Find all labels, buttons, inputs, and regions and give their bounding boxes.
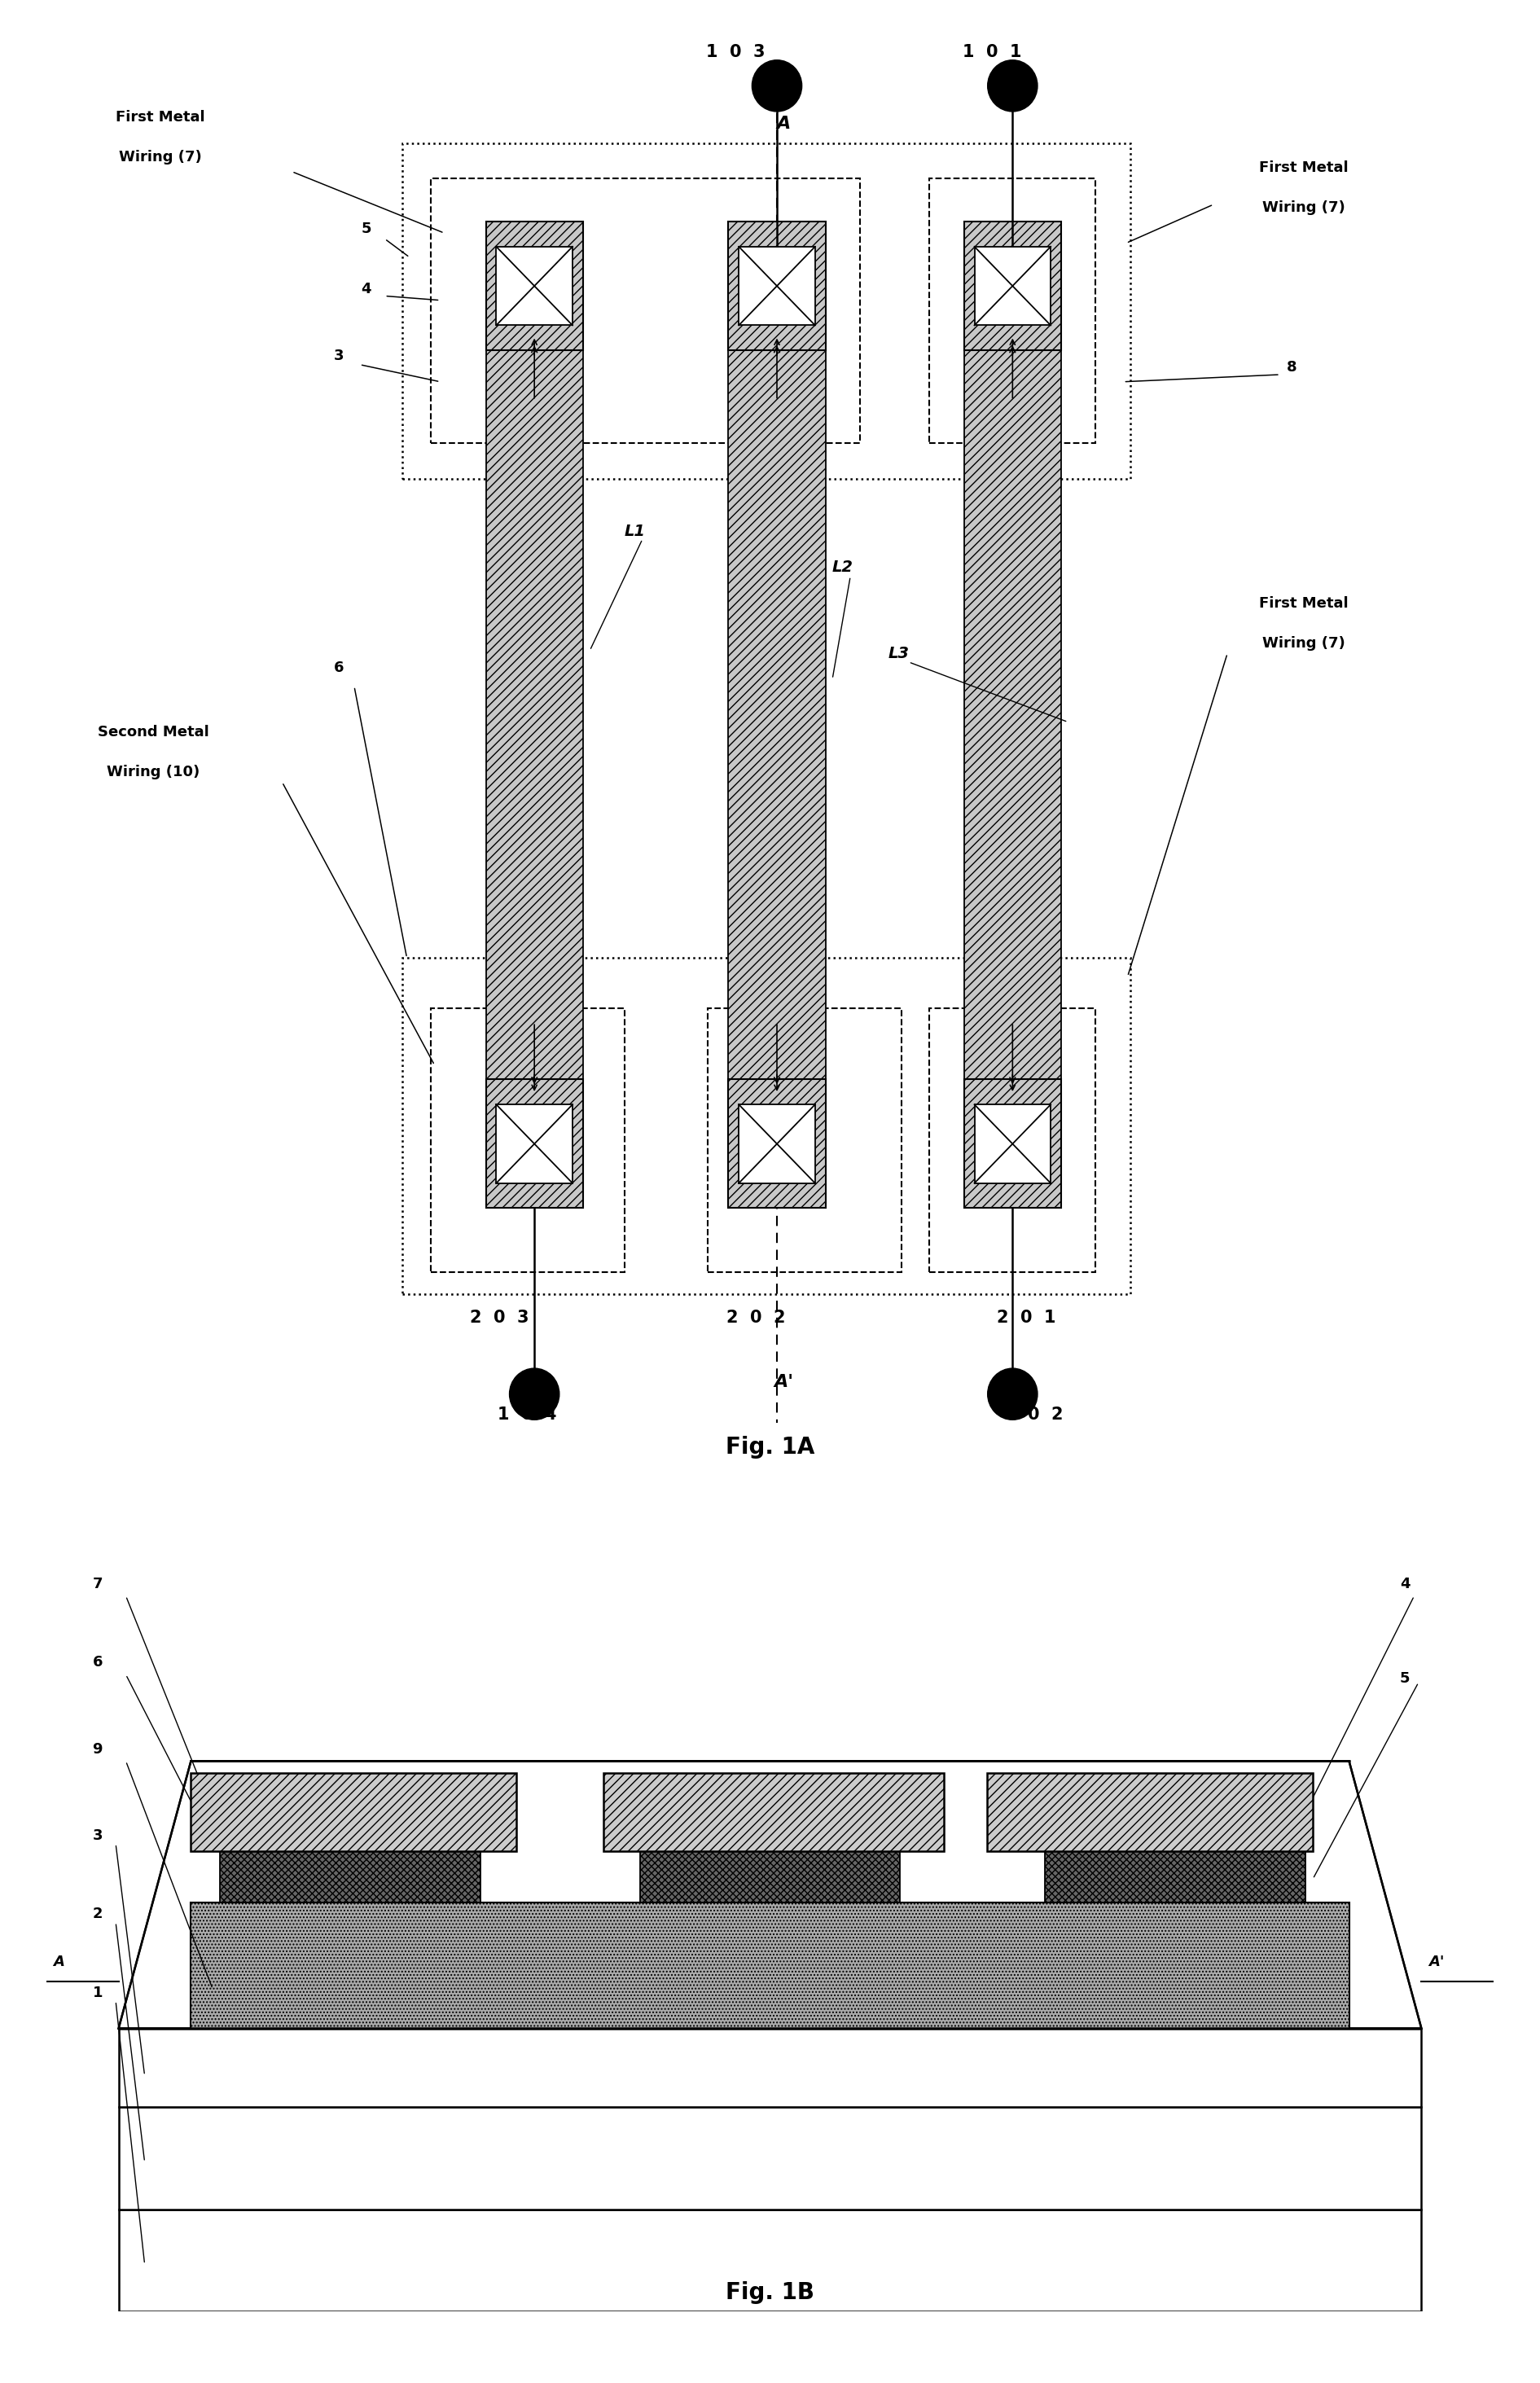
Bar [403, 143, 1130, 479]
Circle shape [987, 1368, 1038, 1420]
Text: A: A [776, 117, 792, 131]
Text: 7: 7 [92, 1578, 103, 1592]
Bar [191, 1902, 1349, 2028]
Bar [220, 1852, 480, 1902]
Bar [975, 1106, 1050, 1182]
Text: 3: 3 [92, 1828, 103, 1842]
Text: First Metal: First Metal [1260, 596, 1348, 610]
Bar [487, 222, 584, 350]
Text: Second Metal: Second Metal [97, 724, 209, 739]
Text: 1: 1 [92, 1985, 103, 1999]
Text: Fig. 1A: Fig. 1A [725, 1435, 815, 1458]
Text: First Metal: First Metal [116, 110, 205, 124]
Bar [639, 1852, 901, 1902]
Text: 9: 9 [92, 1742, 103, 1756]
Text: Fig. 1B: Fig. 1B [725, 2281, 815, 2304]
Text: 8: 8 [1287, 360, 1297, 374]
Text: Wiring (7): Wiring (7) [119, 150, 202, 164]
Circle shape [752, 60, 802, 112]
Bar [496, 1106, 573, 1182]
Bar [964, 1079, 1061, 1208]
Bar [987, 1773, 1312, 1852]
Text: Wiring (7): Wiring (7) [1263, 636, 1344, 651]
Text: A: A [54, 1954, 65, 1968]
Text: L3: L3 [887, 646, 909, 660]
Bar [975, 245, 1050, 324]
Text: First Metal: First Metal [1260, 160, 1348, 174]
Text: 1  0  3: 1 0 3 [705, 45, 765, 60]
Bar [929, 1008, 1096, 1273]
Text: L2: L2 [833, 560, 853, 574]
Bar [708, 1008, 902, 1273]
Circle shape [510, 1368, 559, 1420]
Text: 4: 4 [360, 281, 371, 295]
Text: 2  0  3: 2 0 3 [470, 1311, 530, 1325]
Bar [496, 245, 573, 324]
Bar [728, 222, 825, 350]
Bar [728, 1079, 825, 1208]
Bar [119, 2028, 1421, 2107]
Bar [964, 350, 1061, 1079]
Bar [739, 245, 815, 324]
Text: 3: 3 [333, 348, 343, 365]
Text: 4: 4 [1400, 1578, 1411, 1592]
Bar [739, 1106, 815, 1182]
Bar [487, 1079, 584, 1208]
Text: 6: 6 [333, 660, 343, 674]
Bar [604, 1773, 944, 1852]
Bar [403, 958, 1130, 1294]
Text: Wiring (10): Wiring (10) [106, 765, 200, 779]
Bar [929, 179, 1096, 443]
Text: A': A' [775, 1375, 793, 1389]
Bar [487, 350, 584, 1079]
Bar [119, 2107, 1421, 2209]
Bar [119, 2209, 1421, 2312]
Bar [728, 350, 825, 1079]
Text: 5: 5 [360, 222, 371, 236]
Text: 2  0  2: 2 0 2 [727, 1311, 785, 1325]
Text: 1  0  1: 1 0 1 [962, 45, 1021, 60]
Polygon shape [119, 1761, 1421, 2028]
Text: 2  0  1: 2 0 1 [996, 1311, 1056, 1325]
Text: Wiring (7): Wiring (7) [1263, 200, 1344, 214]
Text: 2: 2 [92, 1906, 103, 1921]
Text: 5: 5 [1400, 1670, 1411, 1685]
Bar [430, 179, 859, 443]
Text: 6: 6 [92, 1656, 103, 1670]
Text: 1  0  2: 1 0 2 [1004, 1406, 1063, 1423]
Bar [430, 1008, 625, 1273]
Bar [964, 222, 1061, 350]
Text: A': A' [1429, 1954, 1445, 1968]
Bar [191, 1773, 517, 1852]
Text: 1  0  4: 1 0 4 [497, 1406, 557, 1423]
Bar [1046, 1852, 1306, 1902]
Circle shape [987, 60, 1038, 112]
Text: L1: L1 [625, 524, 645, 539]
